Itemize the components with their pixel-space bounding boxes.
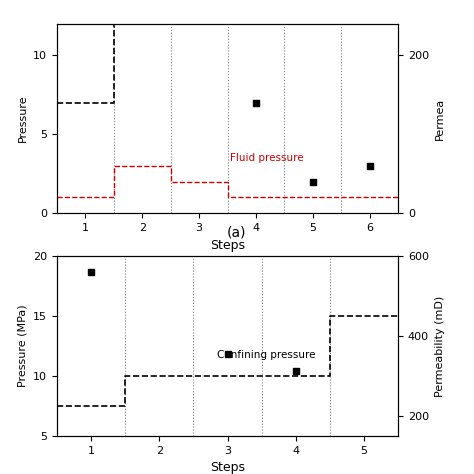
Y-axis label: Pressure: Pressure <box>18 95 27 142</box>
X-axis label: Steps: Steps <box>210 461 245 474</box>
Text: (a): (a) <box>227 226 247 240</box>
Point <box>366 162 374 170</box>
Point <box>309 178 317 185</box>
Point <box>252 99 260 107</box>
Y-axis label: Permea: Permea <box>435 97 445 140</box>
Y-axis label: Pressure (MPa): Pressure (MPa) <box>18 305 27 387</box>
Text: Confining pressure: Confining pressure <box>217 350 316 360</box>
Point <box>87 268 95 275</box>
Y-axis label: Permeability (mD): Permeability (mD) <box>435 295 445 397</box>
Text: Fluid pressure: Fluid pressure <box>230 153 304 163</box>
Point <box>292 367 300 375</box>
Point <box>224 351 231 358</box>
X-axis label: Steps: Steps <box>210 238 245 252</box>
